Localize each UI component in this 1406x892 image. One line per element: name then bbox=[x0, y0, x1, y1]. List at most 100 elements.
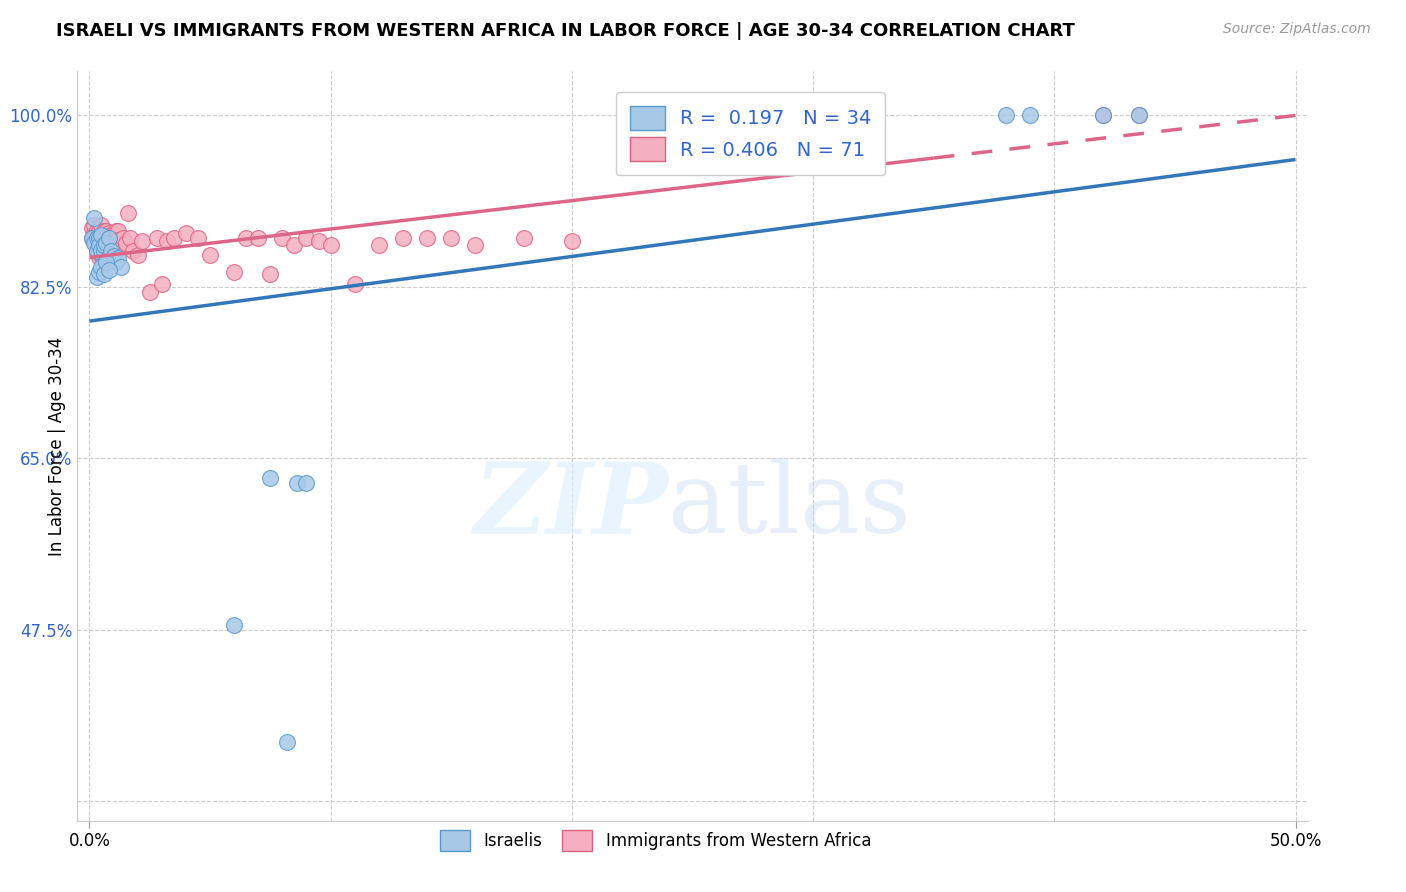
Point bbox=[97, 263, 120, 277]
Point bbox=[86, 231, 108, 245]
Point bbox=[93, 237, 115, 252]
Text: ZIP: ZIP bbox=[472, 458, 668, 554]
Point bbox=[93, 244, 115, 258]
Point bbox=[93, 224, 115, 238]
Point bbox=[100, 244, 122, 258]
Point bbox=[121, 244, 143, 258]
Point bbox=[561, 234, 583, 248]
Point bbox=[276, 735, 298, 749]
Point bbox=[319, 237, 342, 252]
Point bbox=[146, 231, 169, 245]
Point bbox=[86, 235, 108, 250]
Point bbox=[224, 617, 246, 632]
Point bbox=[127, 247, 149, 261]
Point bbox=[392, 231, 415, 245]
Text: Source: ZipAtlas.com: Source: ZipAtlas.com bbox=[1223, 22, 1371, 37]
Point bbox=[174, 226, 197, 240]
Point bbox=[97, 237, 120, 252]
Point bbox=[87, 265, 110, 279]
Point bbox=[97, 231, 120, 245]
Point bbox=[90, 247, 112, 261]
Point bbox=[259, 267, 281, 281]
Point bbox=[90, 231, 112, 245]
Point bbox=[87, 231, 110, 245]
Point bbox=[100, 227, 122, 242]
Point bbox=[97, 231, 120, 245]
Point bbox=[87, 224, 110, 238]
Point bbox=[259, 471, 281, 485]
Y-axis label: In Labor Force | Age 30-34: In Labor Force | Age 30-34 bbox=[48, 336, 66, 556]
Point bbox=[96, 255, 118, 269]
Point bbox=[271, 231, 294, 245]
Point bbox=[80, 221, 103, 235]
Point bbox=[96, 235, 118, 250]
Point bbox=[90, 243, 112, 257]
Point bbox=[83, 235, 105, 250]
Point bbox=[90, 218, 112, 232]
Point bbox=[96, 235, 118, 250]
Point bbox=[285, 475, 308, 490]
Point bbox=[86, 227, 108, 242]
Point bbox=[138, 285, 160, 299]
Point bbox=[103, 237, 125, 252]
Point bbox=[110, 237, 132, 252]
Point bbox=[96, 224, 118, 238]
Point bbox=[100, 235, 122, 250]
Point bbox=[86, 231, 108, 245]
Point bbox=[247, 231, 270, 245]
Point bbox=[96, 231, 118, 245]
Point bbox=[93, 231, 115, 245]
Point bbox=[343, 277, 366, 291]
Text: atlas: atlas bbox=[668, 458, 911, 554]
Point bbox=[995, 108, 1018, 122]
Point bbox=[86, 270, 108, 285]
Point bbox=[120, 231, 142, 245]
Point bbox=[103, 227, 125, 242]
Point bbox=[103, 250, 125, 264]
Point bbox=[295, 475, 318, 490]
Point bbox=[90, 260, 112, 275]
Point bbox=[155, 234, 177, 248]
Point bbox=[163, 231, 186, 245]
Point bbox=[295, 231, 318, 245]
Point bbox=[367, 237, 389, 252]
Point bbox=[87, 231, 110, 245]
Point bbox=[80, 231, 103, 245]
Legend: Israelis, Immigrants from Western Africa: Israelis, Immigrants from Western Africa bbox=[433, 823, 877, 857]
Point bbox=[131, 234, 153, 248]
Text: ISRAELI VS IMMIGRANTS FROM WESTERN AFRICA IN LABOR FORCE | AGE 30-34 CORRELATION: ISRAELI VS IMMIGRANTS FROM WESTERN AFRIC… bbox=[56, 22, 1076, 40]
Point bbox=[104, 233, 127, 247]
Point bbox=[1019, 108, 1042, 122]
Point bbox=[97, 226, 120, 240]
Point bbox=[308, 234, 330, 248]
Point bbox=[112, 231, 135, 245]
Point bbox=[104, 224, 127, 238]
Point bbox=[107, 233, 129, 247]
Point bbox=[1128, 108, 1150, 122]
Point bbox=[187, 231, 209, 245]
Point bbox=[83, 234, 105, 248]
Point bbox=[83, 218, 105, 232]
Point bbox=[114, 235, 136, 250]
Point bbox=[90, 227, 112, 242]
Point bbox=[83, 226, 105, 240]
Point bbox=[87, 237, 110, 252]
Point bbox=[97, 251, 120, 265]
Point bbox=[512, 231, 534, 245]
Point bbox=[1091, 108, 1114, 122]
Point bbox=[117, 206, 139, 220]
Point bbox=[1128, 108, 1150, 122]
Point bbox=[93, 267, 115, 281]
Point bbox=[90, 235, 112, 250]
Point bbox=[235, 231, 257, 245]
Point bbox=[416, 231, 439, 245]
Point bbox=[107, 252, 129, 266]
Point bbox=[107, 224, 129, 238]
Point bbox=[150, 277, 173, 291]
Point bbox=[1091, 108, 1114, 122]
Point bbox=[87, 251, 110, 265]
Point bbox=[104, 255, 127, 269]
Point bbox=[93, 235, 115, 250]
Point bbox=[87, 235, 110, 250]
Point bbox=[224, 265, 246, 279]
